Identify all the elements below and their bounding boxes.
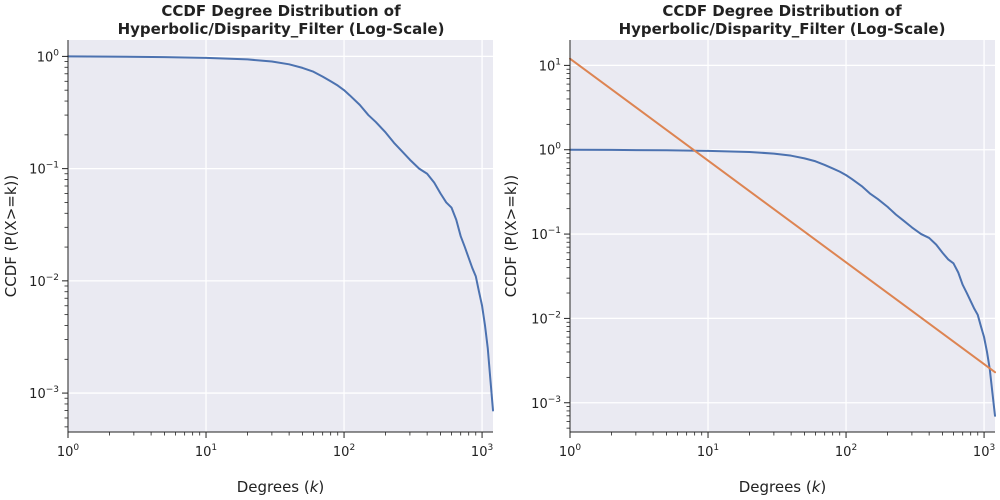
x-axis-label: Degrees (k) — [237, 478, 325, 496]
y-tick-label-4: 10−3 — [531, 395, 561, 412]
y-tick-label-1: 10−1 — [29, 161, 59, 178]
y-tick-label-3: 10−2 — [531, 310, 561, 327]
y-axis-label: CCDF (P(X>=k)) — [502, 175, 520, 297]
chart-panel-1: 100 101 102 103 100 10−1 10−2 10−3 CCDF Degree D… — [2, 2, 494, 496]
x-tick-label-3: 103 — [973, 443, 995, 460]
y-tick-label-1: 100 — [539, 142, 562, 159]
x-tick-label-1: 101 — [195, 443, 217, 460]
chart-title-line-1: CCDF Degree Distribution of — [161, 2, 401, 20]
plot-area — [68, 40, 493, 432]
y-tick-label-0: 101 — [539, 57, 561, 74]
y-tick-label-2: 10−1 — [531, 226, 561, 243]
series-line-2 — [569, 57, 996, 374]
x-tick-label-3: 103 — [471, 443, 493, 460]
x-axis-label: Degrees (k) — [739, 478, 827, 496]
y-tick-label-2: 10−2 — [29, 273, 59, 290]
y-tick-label-0: 100 — [37, 48, 60, 65]
x-tick-label-2: 102 — [835, 443, 857, 460]
x-tick-label-2: 102 — [333, 443, 355, 460]
chart-title-line-1: CCDF Degree Distribution of — [662, 2, 902, 20]
y-tick-label-3: 10−3 — [29, 385, 59, 402]
y-axis-label: CCDF (P(X>=k)) — [2, 175, 20, 297]
x-tick-label-0: 100 — [57, 443, 80, 460]
x-tick-label-0: 100 — [559, 443, 582, 460]
plot-area — [570, 40, 995, 432]
series-line-1 — [67, 55, 494, 412]
series-line-1 — [569, 148, 996, 417]
chart-title-line-2: Hyperbolic/Disparity_Filter (Log-Scale) — [619, 20, 946, 38]
x-tick-label-1: 101 — [697, 443, 719, 460]
chart-panel-2: 100 101 102 103 101 100 10−1 10−2 10−3 CCDF Degre… — [502, 2, 996, 496]
chart-title-line-2: Hyperbolic/Disparity_Filter (Log-Scale) — [118, 20, 445, 38]
